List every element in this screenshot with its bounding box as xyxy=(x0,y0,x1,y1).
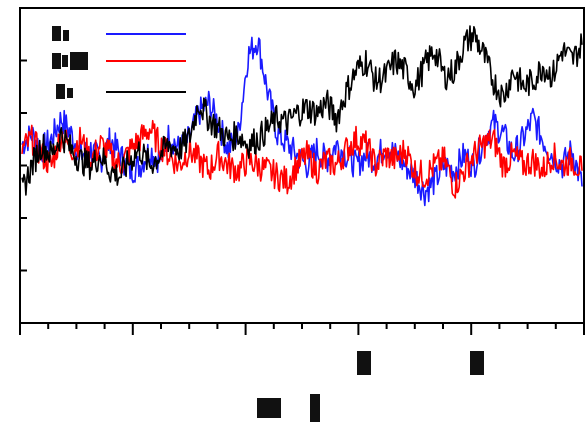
series-line-2 xyxy=(21,119,583,199)
legend-label-glyph xyxy=(70,52,88,70)
legend-label-glyph xyxy=(62,55,68,67)
legend-label-glyph xyxy=(67,88,73,98)
x-axis-label-glyph xyxy=(310,394,320,422)
series-lines xyxy=(21,25,583,207)
plot-frame xyxy=(19,7,585,324)
x-tick-label-glyph xyxy=(357,351,371,375)
legend-label-glyph xyxy=(63,30,69,41)
axis-label-marks xyxy=(257,351,484,422)
legend-label-glyph xyxy=(56,84,65,99)
legend xyxy=(52,26,186,99)
x-tick-label-glyph xyxy=(470,351,484,375)
legend-label-glyph xyxy=(52,53,61,69)
series-line-1 xyxy=(21,36,583,207)
series-line-3 xyxy=(21,25,583,196)
plot-area xyxy=(19,7,585,324)
x-axis-label-glyph xyxy=(257,398,281,418)
legend-label-glyph xyxy=(52,26,61,41)
